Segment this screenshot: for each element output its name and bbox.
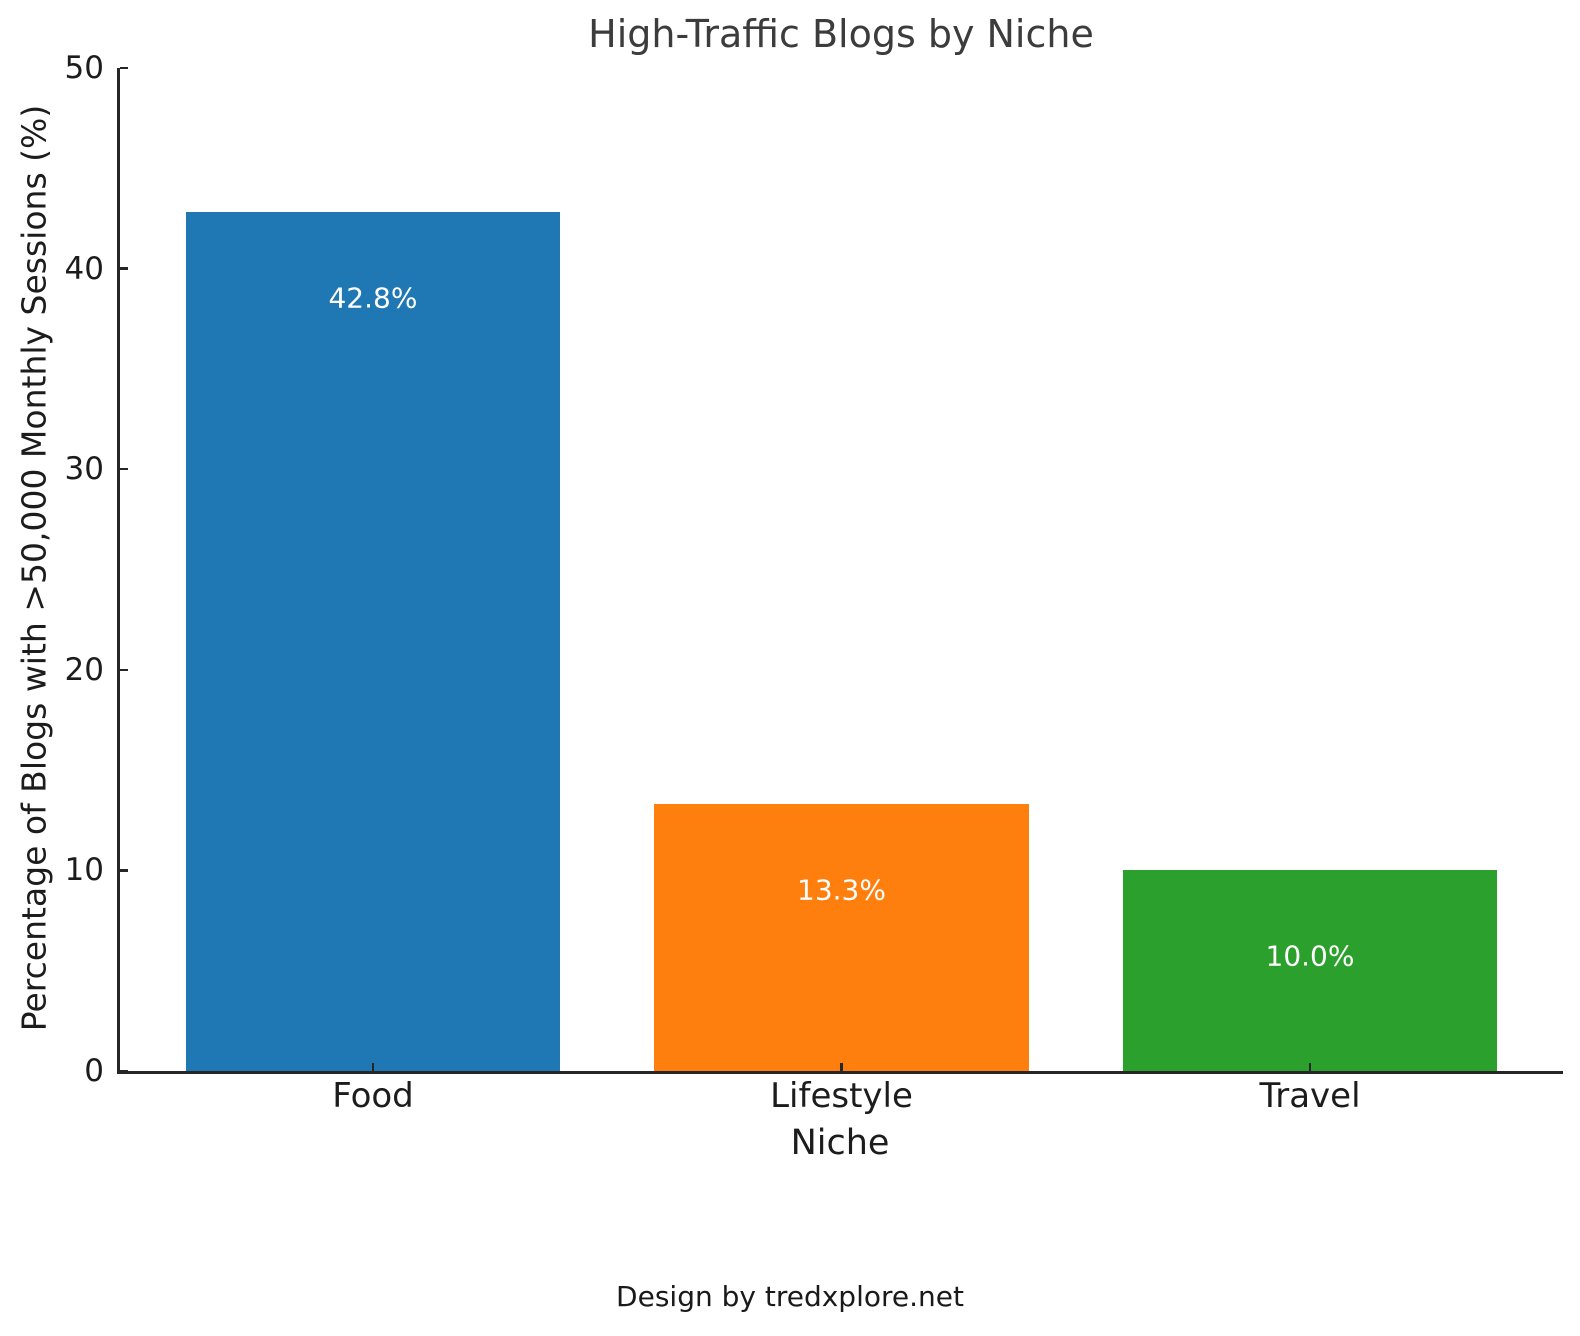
y-tick-label: 0 <box>84 1053 104 1089</box>
y-tick-mark <box>120 267 128 270</box>
y-tick-label: 20 <box>64 651 104 688</box>
y-tick-label: 40 <box>64 250 104 287</box>
bar-value-label: 13.3% <box>797 873 886 907</box>
bar-value-label: 42.8% <box>328 281 418 315</box>
plot-area: 42.8% 13.3% 10.0% <box>117 66 1563 1074</box>
y-tick-label: 50 <box>64 50 104 86</box>
bar-food: 42.8% <box>185 212 561 1071</box>
y-tick-label: 10 <box>64 852 104 889</box>
y-axis-label: Percentage of Blogs with >50,000 Monthly… <box>14 104 54 1032</box>
x-tick-mark <box>371 1063 375 1071</box>
y-tick-mark <box>120 869 128 872</box>
y-tick-mark <box>120 668 128 672</box>
y-tick-mark <box>120 467 128 471</box>
x-tick-label: Travel <box>1259 1076 1361 1116</box>
footer-credit: Design by tredxplore.net <box>616 1280 964 1313</box>
bar-travel: 10.0% <box>1122 870 1498 1071</box>
y-tick-label: 30 <box>64 451 104 488</box>
bar-lifestyle: 13.3% <box>654 804 1029 1071</box>
x-tick-mark <box>840 1063 843 1071</box>
y-tick-mark <box>120 1069 128 1073</box>
chart-title: High-Traffic Blogs by Niche <box>588 12 1094 56</box>
x-tick-mark <box>1308 1063 1312 1071</box>
x-tick-label: Food <box>332 1076 414 1116</box>
x-axis-label: Niche <box>790 1123 890 1163</box>
y-tick-mark <box>120 66 128 70</box>
x-tick-label: Lifestyle <box>770 1076 913 1116</box>
bar-value-label: 10.0% <box>1265 939 1355 973</box>
